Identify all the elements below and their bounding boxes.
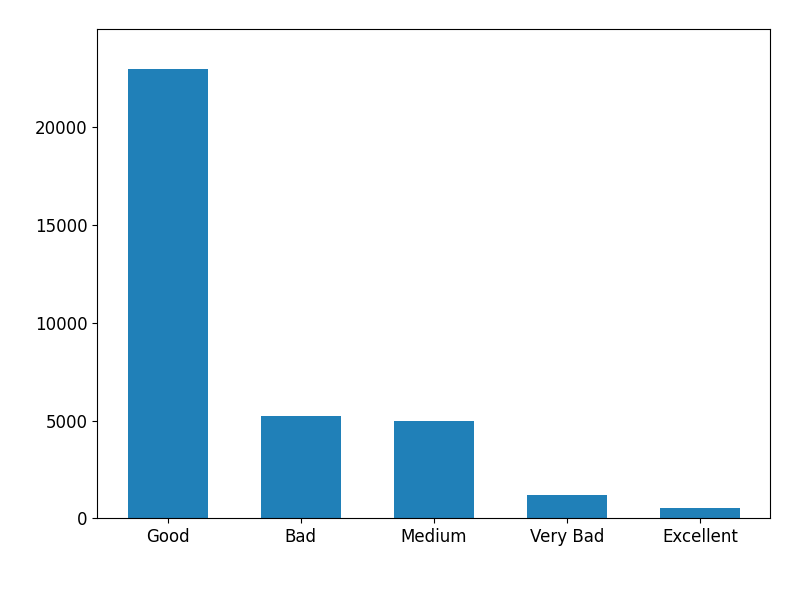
Bar (660, 508, 740, 518)
Bar (261, 416, 341, 518)
Bar (128, 68, 208, 518)
Bar (527, 495, 607, 518)
Bar (394, 421, 474, 518)
